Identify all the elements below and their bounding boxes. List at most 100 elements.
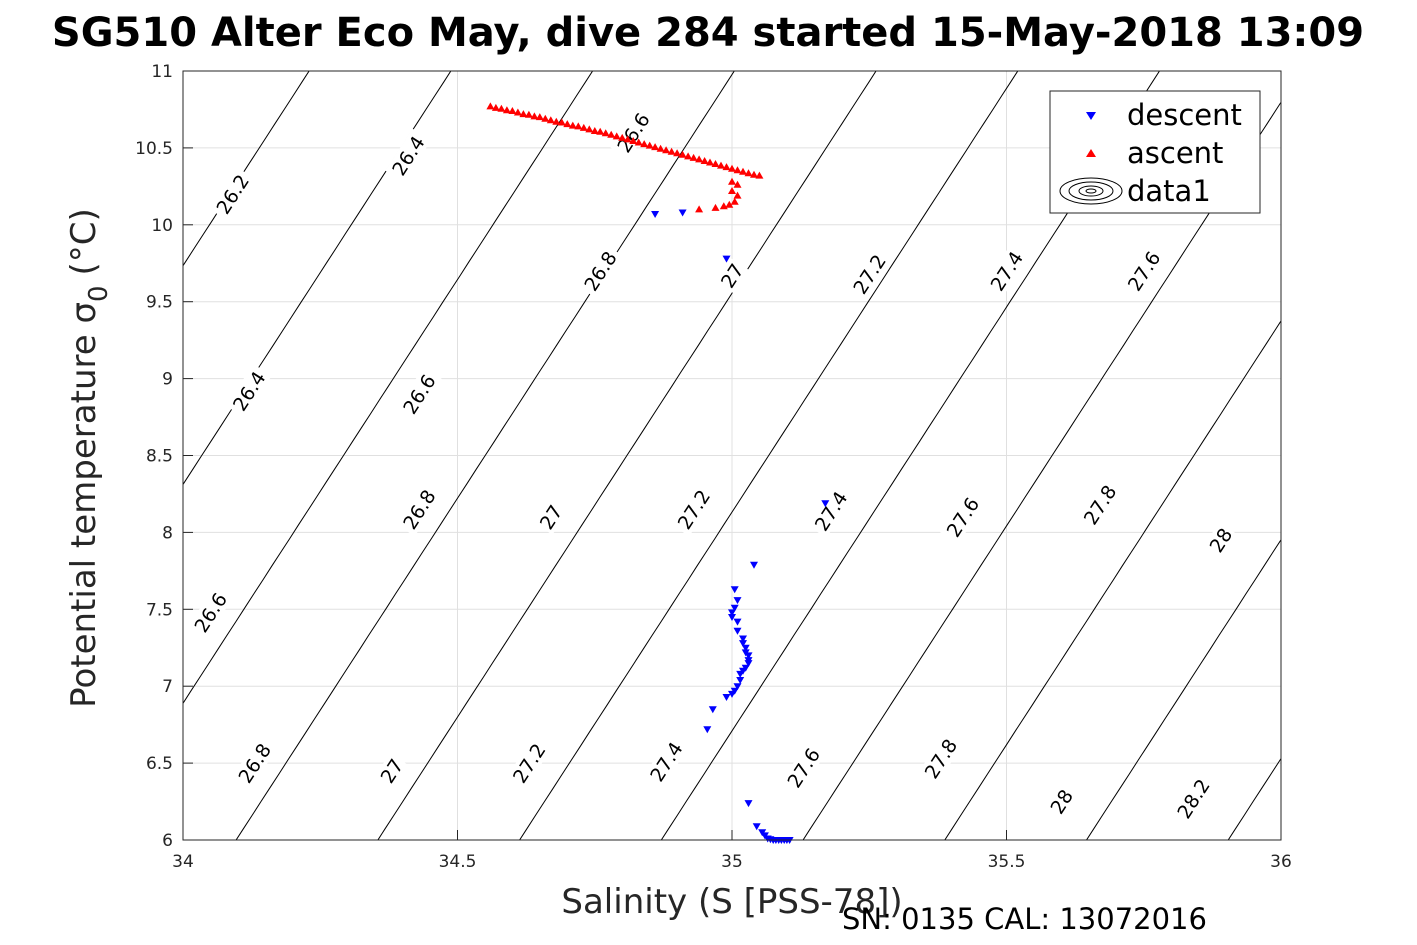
ascent-marker [733,180,742,188]
descent-marker [728,609,736,617]
descent-marker [744,660,753,668]
x-axis: 34 34.5 35 35.5 36 [172,830,1292,872]
descent-marker [752,823,761,831]
descent-marker [739,640,747,648]
ascent-marker [557,118,566,126]
y-tick-label: 10 [151,216,173,236]
ascent-marker [579,123,588,131]
ascent-marker [667,147,676,155]
ascent-marker [728,187,736,194]
ascent-marker [673,149,682,157]
x-tick-label: 35.5 [988,852,1026,872]
contour-label-background [670,482,717,537]
ascent-marker [695,205,704,213]
ascent-marker [744,169,753,177]
descent-marker [736,670,745,678]
y-axis: 6 6.5 7 7.5 8 8.5 9 9.5 10 10.5 11 [135,62,193,851]
ascent-marker [590,127,599,134]
descent-marker [739,635,747,643]
descent-marker [821,500,830,508]
contour-label-background [385,128,431,183]
ascent-marker [513,108,522,116]
contour-label-background [846,247,893,301]
ascent-marker [722,163,731,171]
descent-marker [708,706,717,714]
contour-label-background [1120,243,1167,298]
ascent-marker [689,153,698,161]
y-axis-label-subscript: 0 [84,285,114,302]
ascent-marker [612,132,621,140]
contour-label-background [939,490,986,544]
ascent-marker [623,135,632,143]
ascent-marker [725,200,734,208]
legend-ascent-marker [1086,149,1096,157]
contour-label-background [643,734,689,789]
ascent-marker [645,141,654,149]
x-axis-label: Salinity (S [PSS-78]) [561,882,902,922]
ascent-marker [524,110,533,118]
y-axis-label: Potential temperature σ0 (°C) [64,208,114,708]
descent-marker [741,644,750,652]
x-tick-label: 36 [1270,852,1292,872]
ascent-marker [574,122,583,130]
descent-marker [744,800,753,808]
ascent-marker [508,107,517,114]
contour-label-background [807,483,854,538]
descent-marker [733,627,742,635]
ascent-marker [711,160,720,167]
legend-ascent-label: ascent [1127,136,1223,170]
descent-marker [728,614,736,621]
contour-label-background [226,363,272,418]
contour-label-background [1170,771,1217,826]
ascent-marker [519,110,528,118]
density-contours [183,71,1281,840]
legend-contour-label: data1 [1127,174,1211,208]
ascent-marker [491,103,500,111]
density-contour-line [377,71,877,840]
descent-marker [730,586,739,594]
ascent-marker [719,202,728,210]
descent-marker [733,683,742,691]
descent-marker [744,652,753,660]
ascent-marker [486,102,495,110]
ascent-marker [728,164,736,172]
contour-label-background [187,585,234,640]
ascent-marker [568,121,577,129]
descent-marker [722,694,731,701]
ascent-marker [733,166,742,174]
y-tick-label: 6.5 [146,754,173,774]
y-tick-label: 7.5 [146,600,173,620]
ascent-marker [601,129,610,137]
ascent-marker [684,152,693,160]
ascent-marker [678,150,687,158]
descent-marker [750,561,758,569]
ascent-marker [546,116,555,124]
ascent-marker [730,197,739,205]
ascent-marker [651,143,660,151]
density-contour-line [519,71,1019,840]
y-tick-label: 8.5 [146,447,173,467]
ascent-marker [739,167,747,175]
density-contour-line [1085,538,1281,840]
ascent-marker [629,137,638,144]
y-axis-label-main: Potential temperature σ [64,302,104,708]
ascent-marker [552,117,561,125]
contour-label-background [983,243,1030,298]
x-tick-label: 34 [172,852,194,872]
descent-marker [736,677,745,684]
ascent-series [486,102,764,213]
contour-label-background [917,731,964,786]
descent-marker [733,618,742,626]
ascent-marker [563,120,572,128]
ascent-marker [618,133,627,141]
ascent-marker [535,113,544,121]
ascent-marker [733,191,742,199]
legend-box [1049,90,1261,214]
legend: descent ascent data1 [1049,90,1261,214]
descent-marker [678,209,687,217]
chart-title: SG510 Alter Eco May, dive 284 started 15… [52,10,1364,56]
contour-label-background [610,105,657,160]
y-tick-label: 9 [162,370,173,390]
contour-label-background [396,482,442,537]
contour-label-background [1076,477,1123,532]
